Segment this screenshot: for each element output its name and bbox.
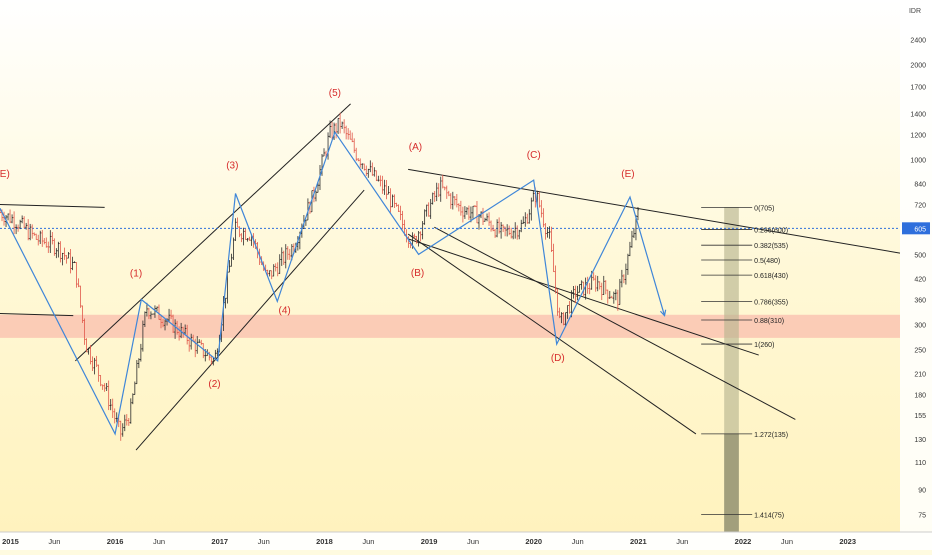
wave-label: (A) [409, 142, 422, 153]
wave-label: (D) [551, 353, 565, 364]
trend-line [0, 203, 105, 208]
wave-label: (2) [208, 379, 220, 390]
x-tick-label: Jun [258, 537, 270, 546]
x-tick-label: Jun [48, 537, 60, 546]
y-tick-label: 210 [914, 371, 926, 378]
fib-level-label: 0.786(355) [754, 299, 788, 306]
wave-path [0, 130, 666, 436]
fib-level-label: 1.414(75) [754, 512, 784, 519]
wave-label: (1) [130, 269, 142, 280]
x-tick-label: 2018 [316, 537, 333, 546]
y-tick-label: 360 [914, 297, 926, 304]
y-tick-label: 130 [914, 437, 926, 444]
fib-level-label: 1.272(135) [754, 432, 788, 439]
fibonacci-extension-bar [724, 433, 739, 532]
fib-level-label: 0.88(310) [754, 318, 784, 325]
y-tick-label: 180 [914, 392, 926, 399]
x-tick-label: Jun [153, 537, 165, 546]
wave-label: (C) [527, 150, 541, 161]
trend-line [75, 103, 351, 362]
fib-level-label: 0.618(430) [754, 273, 788, 280]
y-tick-label: 1400 [910, 111, 926, 118]
wave-label: (E) [621, 169, 634, 180]
wave-label: (4) [279, 305, 291, 316]
y-tick-label: 2000 [910, 62, 926, 69]
y-tick-label: 840 [914, 181, 926, 188]
y-tick-label: 250 [914, 347, 926, 354]
x-tick-label: 2020 [525, 537, 542, 546]
x-tick-label: 2021 [630, 537, 647, 546]
y-tick-label: 1200 [910, 132, 926, 139]
x-tick-label: 2017 [211, 537, 228, 546]
x-tick-label: 2022 [735, 537, 752, 546]
x-tick-label: Jun [467, 537, 479, 546]
y-tick-label: 500 [914, 252, 926, 259]
wave-arrow-icon [659, 309, 667, 317]
trend-line [0, 312, 74, 317]
x-tick-label: Jun [362, 537, 374, 546]
wave-label: (B) [411, 268, 424, 279]
support-zone [0, 314, 900, 338]
current-price-tag [902, 222, 930, 235]
current-price-label: 605 [914, 226, 926, 233]
y-tick-label: 90 [918, 487, 926, 494]
y-tick-label: 420 [914, 276, 926, 283]
time-axis-panel [0, 532, 932, 550]
wave-label: (3) [226, 161, 238, 172]
x-tick-label: 2023 [839, 537, 856, 546]
y-tick-label: 720 [914, 202, 926, 209]
x-tick-label: Jun [572, 537, 584, 546]
trend-line [135, 189, 365, 451]
trend-line [434, 226, 796, 420]
wave-label: (5) [329, 88, 341, 99]
trend-line [408, 168, 901, 254]
wave-label: (E) [0, 169, 10, 180]
fib-level-label: 0(705) [754, 205, 774, 212]
currency-label: IDR [909, 8, 921, 15]
x-tick-label: Jun [676, 537, 688, 546]
y-tick-label: 1700 [910, 85, 926, 92]
fib-level-label: 0.5(480) [754, 258, 780, 265]
fib-level-label: 1(260) [754, 342, 774, 349]
fib-level-label: 0.382(535) [754, 243, 788, 250]
y-tick-label: 2400 [910, 37, 926, 44]
price-axis-panel [900, 0, 932, 532]
y-tick-label: 1000 [910, 157, 926, 164]
y-tick-label: 300 [914, 322, 926, 329]
y-tick-label: 110 [915, 460, 926, 467]
x-tick-label: 2015 [2, 537, 19, 546]
x-tick-label: 2019 [421, 537, 438, 546]
x-tick-label: 2016 [107, 537, 124, 546]
trend-line [407, 233, 697, 435]
x-tick-label: Jun [781, 537, 793, 546]
trend-line [407, 238, 759, 356]
y-tick-label: 155 [914, 413, 926, 420]
fib-level-label: 0.236(600) [754, 227, 788, 234]
y-tick-label: 75 [918, 512, 926, 519]
